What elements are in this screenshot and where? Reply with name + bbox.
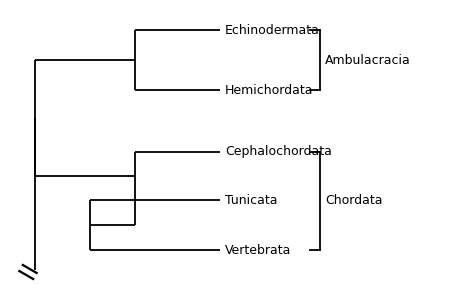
Text: Tunicata: Tunicata [225,194,277,207]
Text: Vertebrata: Vertebrata [225,244,292,256]
Text: Cephalochordata: Cephalochordata [225,146,332,159]
Text: Ambulacracia: Ambulacracia [325,54,411,67]
Text: Chordata: Chordata [325,194,383,207]
Text: Hemichordata: Hemichordata [225,84,313,97]
Text: Echinodermata: Echinodermata [225,24,320,36]
